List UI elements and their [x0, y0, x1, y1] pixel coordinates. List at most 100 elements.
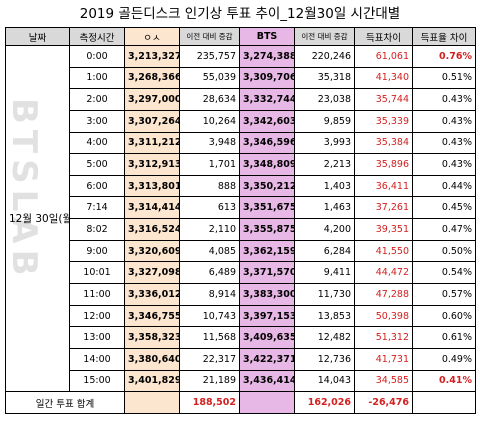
- summary-a-total: 188,502: [179, 391, 240, 414]
- candidate-a-cell: 3,307,264: [124, 109, 180, 133]
- gap-cell: 50,398: [354, 304, 413, 328]
- a-change-cell: 888: [179, 174, 240, 198]
- gap-cell: 39,351: [354, 218, 413, 241]
- header-time: 측정시간: [69, 27, 125, 46]
- candidate-b-cell: 3,383,300: [239, 283, 295, 306]
- date-label: 12월 30일(월): [9, 213, 69, 226]
- candidate-b-cell: 3,350,212: [239, 174, 295, 198]
- ratio-cell: 0.60%: [412, 304, 476, 328]
- ratio-cell: 0.43%: [412, 109, 476, 133]
- candidate-b-cell: 3,351,675: [239, 196, 295, 220]
- table-row: 15:00 3,401,829 21,189 3,436,414 14,043 34,58…: [6, 369, 476, 393]
- ratio-cell: 0.41%: [412, 369, 476, 393]
- ratio-cell: 0.43%: [412, 88, 476, 111]
- b-change-cell: 12,736: [294, 347, 355, 371]
- gap-cell: 35,384: [354, 131, 413, 155]
- gap-cell: 61,061: [354, 45, 413, 68]
- a-change-cell: 8,914: [179, 283, 240, 306]
- header-candidate-a: ㅇㅅ: [124, 27, 180, 46]
- table-row: 11:00 3,336,012 8,914 3,383,300 11,730 47,288…: [6, 283, 476, 306]
- gap-cell: 35,339: [354, 109, 413, 133]
- a-change-cell: 613: [179, 196, 240, 220]
- time-cell: 13:00: [69, 326, 125, 349]
- time-cell: 2:00: [69, 88, 125, 111]
- a-change-cell: 2,110: [179, 218, 240, 241]
- table-row: 4:00 3,311,212 3,948 3,346,596 3,993 35,384 0.…: [6, 131, 476, 155]
- b-change-cell: 220,246: [294, 45, 355, 68]
- time-cell: 5:00: [69, 153, 125, 176]
- a-change-cell: 22,317: [179, 347, 240, 371]
- page-title: 2019 골든디스크 인기상 투표 추이_12월30일 시간대별: [79, 6, 401, 22]
- ratio-cell: 0.44%: [412, 174, 476, 198]
- ratio-cell: 0.49%: [412, 347, 476, 371]
- candidate-a-cell: 3,336,012: [124, 283, 180, 306]
- table-row: 14:00 3,380,640 22,317 3,422,371 12,736 41,73…: [6, 347, 476, 371]
- candidate-a-cell: 3,327,098: [124, 261, 180, 285]
- time-cell: 4:00: [69, 131, 125, 155]
- candidate-b-cell: 3,355,875: [239, 218, 295, 241]
- b-change-cell: 12,482: [294, 326, 355, 349]
- candidate-b-cell: 3,346,596: [239, 131, 295, 155]
- b-change-cell: 1,463: [294, 196, 355, 220]
- table-row: 12월 30일(월)0:003,213,327235,7573,274,3882…: [5, 44, 476, 393]
- time-cell: 8:02: [69, 218, 125, 241]
- time-cell: 7:14: [69, 196, 125, 220]
- candidate-b-cell: 3,274,388: [239, 45, 295, 68]
- b-change-cell: 3,993: [294, 131, 355, 155]
- candidate-a-cell: 3,313,801: [124, 174, 180, 198]
- summary-b-blank: [239, 391, 295, 414]
- b-change-cell: 35,318: [294, 66, 355, 90]
- table-row: 5:00 3,312,913 1,701 3,348,809 2,213 35,896 0.…: [6, 153, 476, 176]
- gap-cell: 35,896: [354, 153, 413, 176]
- time-cell: 14:00: [69, 347, 125, 371]
- ratio-cell: 0.43%: [412, 131, 476, 155]
- summary-gap-total: -26,476: [354, 391, 413, 414]
- b-change-cell: 9,411: [294, 261, 355, 285]
- candidate-a-cell: 3,311,212: [124, 131, 180, 155]
- ratio-cell: 0.61%: [412, 326, 476, 349]
- b-change-cell: 1,403: [294, 174, 355, 198]
- date-cell: 12월 30일(월): [5, 44, 70, 393]
- time-cell: 10:01: [69, 261, 125, 285]
- candidate-a-cell: 3,268,366: [124, 66, 180, 90]
- time-cell: 1:00: [69, 66, 125, 90]
- header-row: 날짜 측정시간 ㅇㅅ 이전 대비 증감 BTS 이전 대비 증감 득표차이 득표…: [5, 27, 476, 46]
- time-cell: 9:00: [69, 239, 125, 263]
- table-row: 13:00 3,358,323 11,568 3,409,635 12,482 51,31…: [6, 326, 476, 349]
- ratio-cell: 0.47%: [412, 218, 476, 241]
- candidate-b-cell: 3,332,744: [239, 88, 295, 111]
- b-change-cell: 2,213: [294, 153, 355, 176]
- a-change-cell: 28,634: [179, 88, 240, 111]
- ratio-cell: 0.57%: [412, 283, 476, 306]
- candidate-a-cell: 3,312,913: [124, 153, 180, 176]
- table-row: 1:00 3,268,366 55,039 3,309,706 35,318 41,340…: [6, 66, 476, 90]
- time-cell: 3:00: [69, 109, 125, 133]
- b-change-cell: 6,284: [294, 239, 355, 263]
- time-cell: 6:00: [69, 174, 125, 198]
- candidate-a-cell: 3,314,414: [124, 196, 180, 220]
- candidate-a-cell: 3,401,829: [124, 369, 180, 393]
- header-b-change: 이전 대비 증감: [294, 27, 355, 46]
- gap-cell: 47,288: [354, 283, 413, 306]
- time-cell: 15:00: [69, 369, 125, 393]
- ratio-cell: 0.43%: [412, 153, 476, 176]
- time-cell: 11:00: [69, 283, 125, 306]
- gap-cell: 41,731: [354, 347, 413, 371]
- candidate-a-cell: 3,213,327: [124, 45, 180, 68]
- candidate-b-cell: 3,422,371: [239, 347, 295, 371]
- b-change-cell: 9,859: [294, 109, 355, 133]
- b-change-cell: 11,730: [294, 283, 355, 306]
- summary-b-total: 162,026: [294, 391, 355, 414]
- gap-cell: 36,411: [354, 174, 413, 198]
- table-row: 12:00 3,346,755 10,743 3,397,153 13,853 50,39…: [6, 304, 476, 328]
- header-gap: 득표차이: [354, 27, 413, 46]
- gap-cell: 51,312: [354, 326, 413, 349]
- candidate-a-cell: 3,346,755: [124, 304, 180, 328]
- gap-cell: 37,261: [354, 196, 413, 220]
- table-row: 9:00 3,320,609 4,085 3,362,159 6,284 41,550 0.…: [6, 239, 476, 263]
- candidate-a-cell: 3,380,640: [124, 347, 180, 371]
- b-change-cell: 14,043: [294, 369, 355, 393]
- header-ratio-gap: 득표율 차이: [412, 27, 476, 46]
- table-row: 7:14 3,314,414 613 3,351,675 1,463 37,261 0.45…: [6, 196, 476, 220]
- summary-row: 일간 투표 합계 188,502 162,026 -26,476: [5, 391, 476, 414]
